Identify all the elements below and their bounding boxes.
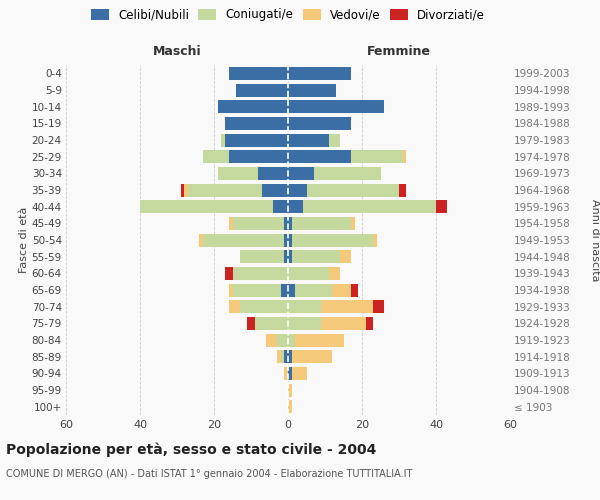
Bar [288, 384, 292, 396]
Bar [288, 217, 292, 230]
Bar [233, 267, 288, 280]
Bar [240, 250, 284, 263]
Bar [203, 150, 229, 163]
Bar [281, 284, 288, 296]
Bar [351, 150, 403, 163]
Bar [329, 267, 340, 280]
Bar [262, 184, 288, 196]
Bar [277, 334, 288, 346]
Bar [188, 184, 262, 196]
Bar [266, 334, 277, 346]
Bar [373, 234, 377, 246]
Bar [292, 217, 351, 230]
Bar [233, 217, 284, 230]
Bar [295, 334, 343, 346]
Bar [288, 167, 314, 180]
Bar [229, 300, 240, 313]
Text: Femmine: Femmine [367, 45, 431, 58]
Bar [288, 367, 292, 380]
Bar [273, 200, 288, 213]
Bar [288, 400, 292, 413]
Bar [218, 167, 259, 180]
Bar [403, 150, 406, 163]
Bar [140, 200, 273, 213]
Bar [292, 350, 332, 363]
Text: COMUNE DI MERGO (AN) - Dati ISTAT 1° gennaio 2004 - Elaborazione TUTTITALIA.IT: COMUNE DI MERGO (AN) - Dati ISTAT 1° gen… [6, 469, 412, 479]
Bar [184, 184, 188, 196]
Bar [284, 234, 288, 246]
Bar [233, 284, 281, 296]
Bar [322, 317, 366, 330]
Bar [373, 300, 384, 313]
Bar [254, 317, 288, 330]
Bar [203, 234, 284, 246]
Bar [322, 300, 373, 313]
Legend: Celibi/Nubili, Coniugati/e, Vedovi/e, Divorziati/e: Celibi/Nubili, Coniugati/e, Vedovi/e, Di… [91, 8, 485, 22]
Bar [288, 250, 292, 263]
Bar [247, 317, 254, 330]
Bar [240, 300, 288, 313]
Bar [221, 134, 225, 146]
Bar [340, 250, 351, 263]
Bar [288, 117, 351, 130]
Bar [284, 217, 288, 230]
Bar [314, 167, 380, 180]
Bar [288, 300, 322, 313]
Bar [277, 350, 281, 363]
Bar [329, 134, 340, 146]
Bar [332, 284, 351, 296]
Bar [284, 250, 288, 263]
Bar [399, 184, 406, 196]
Bar [436, 200, 447, 213]
Bar [288, 317, 322, 330]
Bar [288, 234, 292, 246]
Bar [236, 84, 288, 96]
Bar [288, 150, 351, 163]
Bar [288, 184, 307, 196]
Bar [181, 184, 184, 196]
Bar [351, 284, 358, 296]
Bar [229, 284, 233, 296]
Bar [225, 267, 233, 280]
Bar [199, 234, 203, 246]
Bar [288, 134, 329, 146]
Bar [292, 250, 340, 263]
Text: Popolazione per età, sesso e stato civile - 2004: Popolazione per età, sesso e stato civil… [6, 442, 376, 457]
Bar [225, 117, 288, 130]
Bar [229, 217, 233, 230]
Bar [351, 217, 355, 230]
Bar [307, 184, 399, 196]
Bar [284, 350, 288, 363]
Bar [288, 100, 384, 113]
Y-axis label: Fasce di età: Fasce di età [19, 207, 29, 273]
Bar [303, 200, 436, 213]
Y-axis label: Anni di nascita: Anni di nascita [590, 198, 600, 281]
Text: Maschi: Maschi [152, 45, 202, 58]
Bar [284, 367, 288, 380]
Bar [288, 350, 292, 363]
Bar [259, 167, 288, 180]
Bar [281, 350, 284, 363]
Bar [288, 84, 336, 96]
Bar [292, 234, 373, 246]
Bar [292, 367, 307, 380]
Bar [218, 100, 288, 113]
Bar [288, 284, 295, 296]
Bar [229, 150, 288, 163]
Bar [288, 200, 303, 213]
Bar [295, 284, 332, 296]
Bar [288, 334, 295, 346]
Bar [366, 317, 373, 330]
Bar [288, 267, 329, 280]
Bar [225, 134, 288, 146]
Bar [229, 67, 288, 80]
Bar [288, 67, 351, 80]
